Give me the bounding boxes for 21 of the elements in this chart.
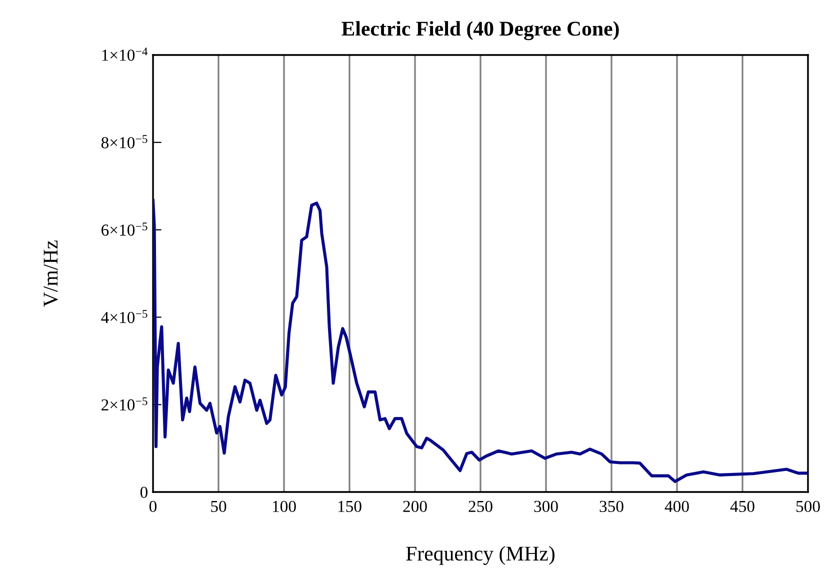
x-tick-label: 450 [730,500,754,512]
x-tick-label: 100 [272,500,296,512]
x-tick-label: 250 [468,500,492,512]
y-tick-label: 8×10$^{−5}$ [101,135,148,148]
x-tick-label: 0 [149,500,157,512]
y-tick-label: 2×10$^{−5}$ [102,397,148,411]
x-tick-label: 150 [338,500,362,512]
y-tick-label: 6×10$^{−5}$ [102,222,148,236]
x-tick-label: 500 [796,500,820,512]
x-tick-label: 350 [600,500,624,512]
x-tick-label: 300 [534,500,558,512]
line-series [153,198,808,484]
y-tick-label: 4×10$^{−5}$ [101,310,148,324]
x-axis-title: Frequency (MHz) [406,546,554,565]
y-axis-title: V/m/Hz [44,240,58,307]
y-tick-label: 1×10$^{−4}$ [102,48,148,61]
x-tick-label: 200 [403,500,427,512]
y-tick-label: 0 [140,486,148,498]
x-tick-label: 400 [664,500,689,512]
x-tick-label: 50 [211,500,226,512]
chart-title: Electric Field (40 Degree Cone) [342,21,619,40]
